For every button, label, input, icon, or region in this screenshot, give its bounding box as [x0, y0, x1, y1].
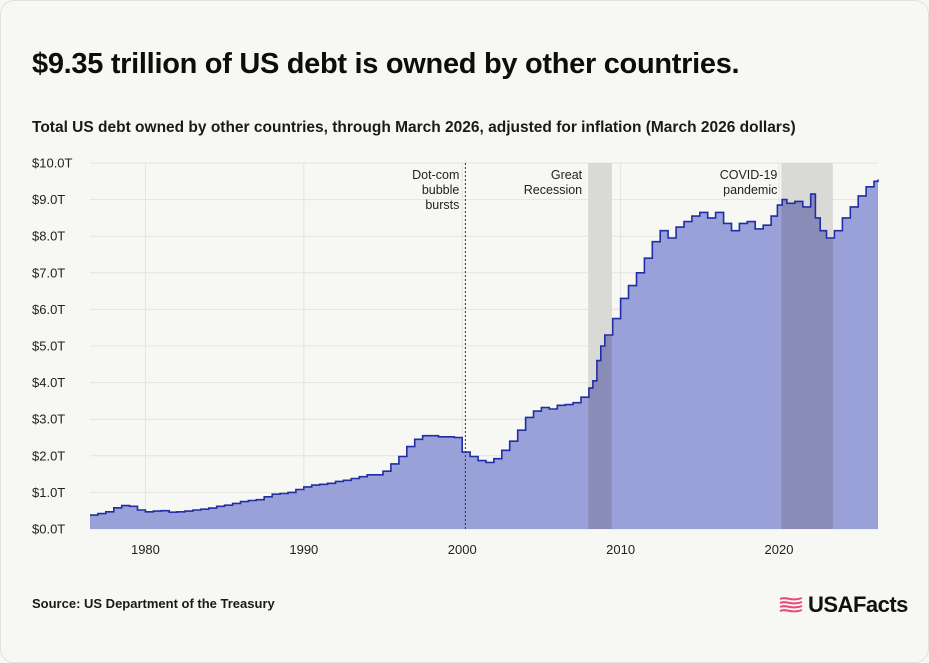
y-tick-label: $5.0T [32, 339, 65, 354]
covid-label: COVID-19 [720, 168, 778, 182]
y-tick-label: $10.0T [32, 156, 73, 171]
y-tick-label: $8.0T [32, 229, 65, 244]
y-tick-label: $3.0T [32, 412, 65, 427]
x-tick-label: 2000 [448, 542, 477, 557]
source-note: Source: US Department of the Treasury [32, 596, 275, 611]
area-layer [90, 179, 878, 529]
great-recession-label: Recession [524, 183, 582, 197]
y-tick-label: $2.0T [32, 448, 65, 463]
axis-layer: $0.0T $1.0T $2.0T $3.0T $4.0T $5.0T $6.0T $7.0T… [32, 156, 793, 558]
y-tick-label: $9.0T [32, 192, 65, 207]
shaded-period-overlay [781, 179, 833, 529]
x-tick-label: 1980 [131, 542, 160, 557]
great-recession-label: Great [551, 168, 583, 182]
y-tick-label: $4.0T [32, 375, 65, 390]
y-tick-label: $1.0T [32, 485, 65, 500]
y-tick-label: $7.0T [32, 265, 65, 280]
usafacts-logo: USAFacts [778, 591, 908, 619]
debt-series-line [90, 179, 879, 516]
x-tick-label: 2020 [765, 542, 794, 557]
dotcom-label: bursts [425, 198, 459, 212]
logo-text: USAFacts [808, 592, 908, 617]
debt-area-fill [90, 179, 878, 529]
dotcom-label: bubble [422, 183, 460, 197]
covid-label: pandemic [723, 183, 777, 197]
x-tick-label: 1990 [289, 542, 318, 557]
dotcom-label: Dot-com [412, 168, 459, 182]
headline: $9.35 trillion of US debt is owned by ot… [32, 48, 740, 80]
chart-subtitle: Total US debt owned by other countries, … [32, 119, 796, 136]
y-tick-label: $0.0T [32, 522, 65, 537]
x-tick-label: 2010 [606, 542, 635, 557]
y-tick-label: $6.0T [32, 302, 65, 317]
us-flag-icon [779, 597, 803, 613]
